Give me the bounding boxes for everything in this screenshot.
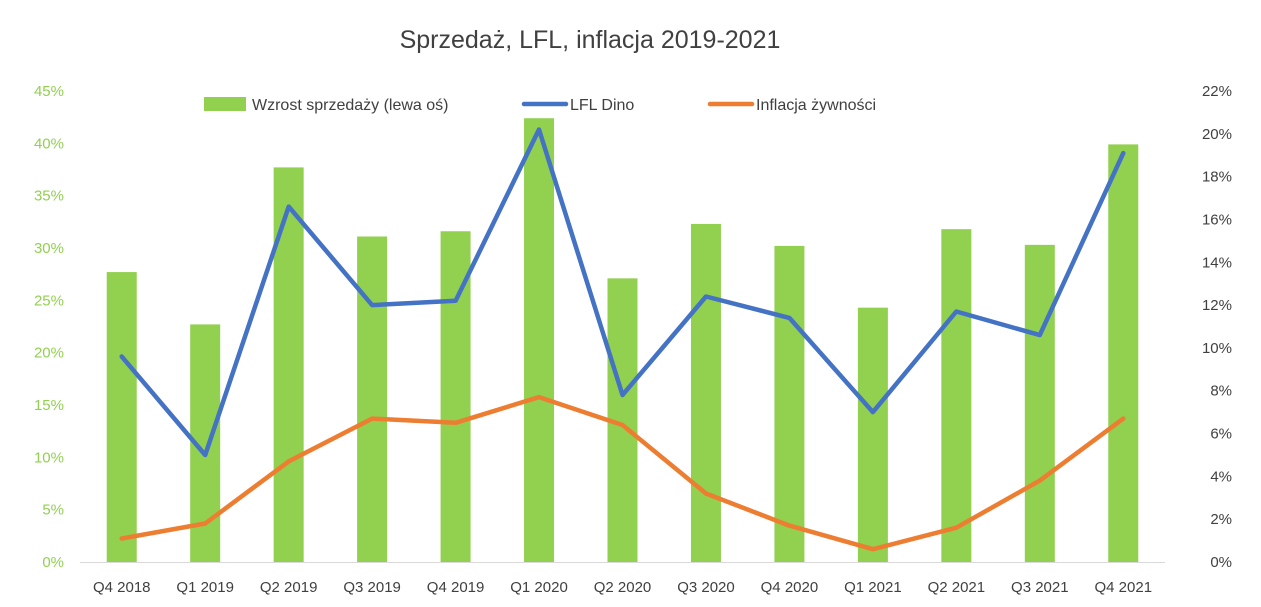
food-inflation-line bbox=[119, 394, 1126, 552]
legend-swatch-bar bbox=[204, 97, 246, 111]
sales-growth-bar bbox=[357, 236, 388, 562]
sales-growth-bar bbox=[690, 223, 721, 562]
right-axis-tick-label: 10% bbox=[1202, 340, 1232, 357]
right-axis-tick-label: 0% bbox=[1210, 554, 1232, 571]
right-axis-tick-label: 18% bbox=[1202, 169, 1232, 186]
x-axis-tick-label: Q3 2019 bbox=[343, 579, 401, 596]
chart-title: Sprzedaż, LFL, inflacja 2019-2021 bbox=[400, 26, 781, 54]
left-axis-tick-label: 45% bbox=[34, 83, 64, 100]
x-axis-tick-label: Q4 2021 bbox=[1094, 579, 1152, 596]
line-series bbox=[119, 127, 1126, 552]
sales-growth-bar bbox=[941, 229, 972, 562]
x-axis-tick-label: Q4 2018 bbox=[93, 579, 151, 596]
legend-label: Inflacja żywności bbox=[756, 97, 876, 114]
right-axis-tick-label: 8% bbox=[1210, 383, 1232, 400]
left-axis-tick-label: 0% bbox=[42, 554, 64, 571]
sales-growth-bar bbox=[1108, 144, 1139, 562]
sales-growth-bar bbox=[273, 167, 304, 562]
sales-growth-bar bbox=[857, 307, 888, 562]
left-axis-tick-label: 25% bbox=[34, 292, 64, 309]
legend-label: Wzrost sprzedaży (lewa oś) bbox=[252, 97, 449, 114]
sales-growth-bar bbox=[440, 231, 471, 562]
x-axis-tick-label: Q4 2019 bbox=[427, 579, 485, 596]
right-axis-tick-label: 14% bbox=[1202, 254, 1232, 271]
x-axis: Q4 2018 Q1 2019 Q2 2019 Q3 2019 Q4 2019 Q1 20… bbox=[93, 579, 1152, 596]
left-axis-tick-label: 30% bbox=[34, 240, 64, 257]
sales-growth-bar bbox=[1024, 244, 1055, 563]
x-axis-tick-label: Q3 2021 bbox=[1011, 579, 1069, 596]
sales-growth-bar bbox=[774, 245, 805, 562]
right-axis-tick-label: 16% bbox=[1202, 211, 1232, 228]
lfl-dino-line bbox=[119, 127, 1126, 458]
x-axis-tick-label: Q1 2020 bbox=[510, 579, 568, 596]
right-axis-tick-label: 20% bbox=[1202, 126, 1232, 143]
right-axis-tick-label: 4% bbox=[1210, 468, 1232, 485]
left-axis-tick-label: 10% bbox=[34, 449, 64, 466]
legend-label: LFL Dino bbox=[570, 97, 634, 114]
left-axis-tick-label: 5% bbox=[42, 502, 64, 519]
left-axis-tick-label: 20% bbox=[34, 345, 64, 362]
left-axis-tick-label: 40% bbox=[34, 135, 64, 152]
x-axis-tick-label: Q4 2020 bbox=[761, 579, 819, 596]
bar-series bbox=[106, 118, 1139, 563]
x-axis-tick-label: Q1 2021 bbox=[844, 579, 902, 596]
right-axis-tick-label: 12% bbox=[1202, 297, 1232, 314]
left-axis-tick-label: 15% bbox=[34, 397, 64, 414]
right-axis-tick-label: 6% bbox=[1210, 426, 1232, 443]
right-axis: 0% 2% 4% 6% 8% 10% 12% 14% 16% 18% 20% 22% bbox=[1202, 83, 1232, 571]
x-axis-tick-label: Q2 2020 bbox=[594, 579, 652, 596]
left-axis: 0% 5% 10% 15% 20% 25% 30% 35% 40% 45% bbox=[34, 83, 64, 571]
x-axis-tick-label: Q2 2021 bbox=[928, 579, 986, 596]
x-axis-tick-label: Q3 2020 bbox=[677, 579, 735, 596]
x-axis-tick-label: Q2 2019 bbox=[260, 579, 318, 596]
right-axis-tick-label: 22% bbox=[1202, 83, 1232, 100]
chart-legend: Wzrost sprzedaży (lewa oś) LFL Dino Inflac… bbox=[204, 97, 876, 114]
right-axis-tick-label: 2% bbox=[1210, 511, 1232, 528]
x-axis-tick-label: Q1 2019 bbox=[176, 579, 234, 596]
sales-growth-bar bbox=[106, 272, 137, 562]
sales-growth-bar bbox=[524, 118, 555, 563]
left-axis-tick-label: 35% bbox=[34, 188, 64, 205]
